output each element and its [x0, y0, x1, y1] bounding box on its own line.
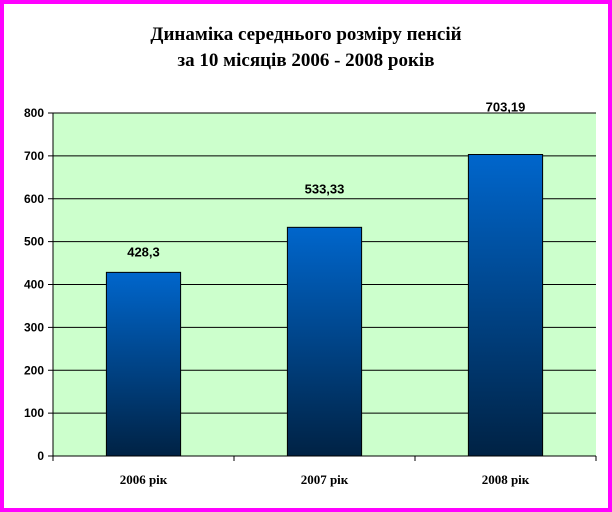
bar-2006-рік — [105, 271, 182, 457]
data-label: 428,3 — [127, 244, 160, 259]
chart-title-line1: Динаміка середнього розміру пенсій — [150, 24, 462, 45]
data-label: 533,33 — [305, 181, 345, 196]
chart-title-line2: за 10 місяців 2006 - 2008 років — [177, 50, 435, 71]
x-category-label: 2006 рік — [120, 472, 168, 487]
bar-2007-рік — [286, 226, 363, 457]
chart-title: Динаміка середнього розміру пенсій за 10… — [0, 22, 612, 74]
y-tick-label: 300 — [24, 320, 44, 334]
x-category-label: 2008 рік — [482, 472, 530, 487]
y-tick-label: 400 — [24, 278, 44, 292]
bar-2008-рік — [467, 154, 544, 457]
y-tick-label: 600 — [24, 192, 44, 206]
y-tick-label: 500 — [24, 235, 44, 249]
y-tick-label: 0 — [37, 449, 44, 463]
y-tick-label: 200 — [24, 363, 44, 377]
y-tick-label: 800 — [24, 106, 44, 120]
data-label: 703,19 — [486, 100, 526, 115]
x-category-label: 2007 рік — [301, 472, 349, 487]
y-tick-label: 700 — [24, 149, 44, 163]
y-tick-label: 100 — [24, 406, 44, 420]
